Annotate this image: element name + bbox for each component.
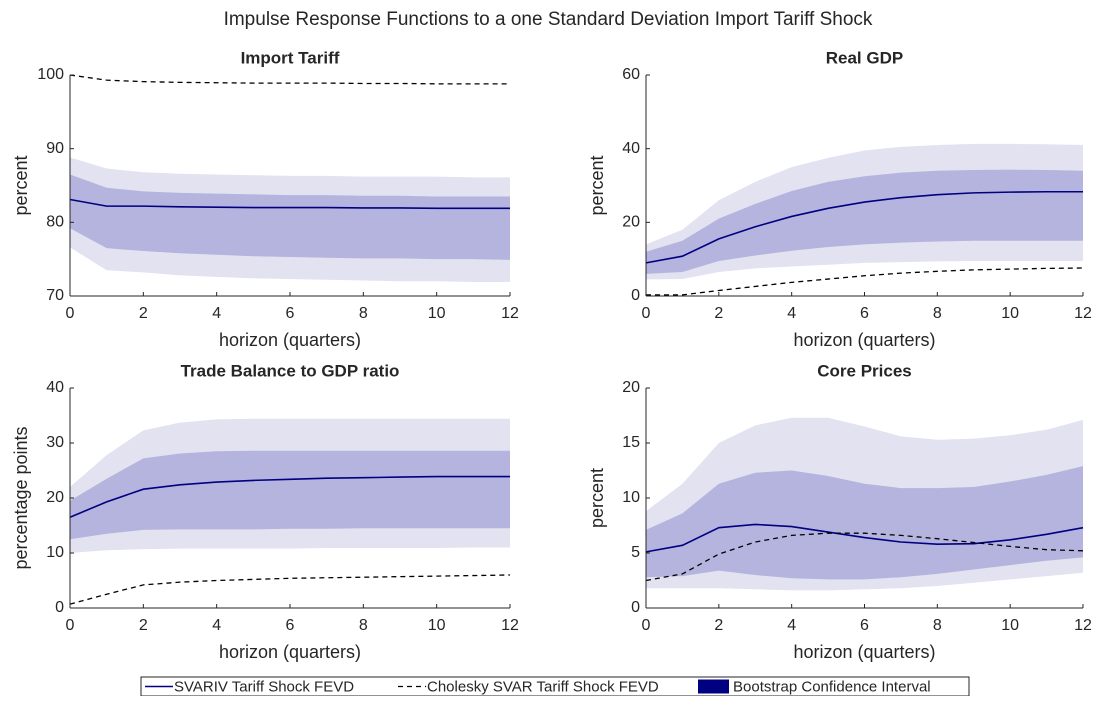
legend-label: Bootstrap Confidence Interval: [733, 678, 931, 695]
figure-title: Impulse Response Functions to a one Stan…: [224, 9, 873, 30]
x-tick-label: 0: [66, 617, 75, 634]
y-tick-label: 15: [622, 434, 640, 451]
y-tick-label: 80: [46, 214, 64, 231]
x-tick-label: 0: [642, 305, 651, 322]
x-tick-label: 12: [501, 617, 519, 634]
x-tick-label: 12: [1074, 617, 1092, 634]
x-tick-label: 2: [714, 305, 723, 322]
x-axis-label: horizon (quarters): [219, 330, 361, 350]
x-tick-label: 10: [1001, 305, 1019, 322]
y-tick-label: 10: [622, 489, 640, 506]
legend-patch: [698, 679, 729, 694]
cholesky-line: [69, 74, 510, 85]
x-tick-label: 6: [860, 617, 869, 634]
y-tick-label: 70: [46, 287, 64, 304]
x-tick-label: 6: [860, 305, 869, 322]
y-tick-label: 0: [631, 287, 640, 304]
y-tick-label: 20: [46, 489, 64, 506]
cholesky-line: [69, 574, 511, 605]
legend-label: SVARIV Tariff Shock FEVD: [174, 678, 354, 695]
svariv-line: [645, 190, 1083, 264]
y-tick-label: 40: [622, 140, 640, 157]
x-tick-label: 8: [359, 305, 368, 322]
cholesky-line: [646, 267, 1084, 296]
panel-title: Trade Balance to GDP ratio: [181, 361, 400, 380]
x-tick-label: 6: [286, 305, 295, 322]
confidence-band: [70, 174, 510, 260]
x-tick-label: 10: [428, 305, 446, 322]
y-tick-label: 10: [46, 544, 64, 561]
y-tick-label: 0: [631, 599, 640, 616]
y-tick-label: 5: [631, 544, 640, 561]
cholesky-line: [645, 532, 1084, 582]
x-tick-label: 2: [139, 617, 148, 634]
x-tick-label: 4: [787, 305, 796, 322]
confidence-band: [70, 450, 510, 540]
svariv-line: [645, 523, 1084, 553]
panel-title: Real GDP: [826, 48, 903, 67]
y-tick-label: 0: [55, 599, 64, 616]
x-axis-label: horizon (quarters): [793, 330, 935, 350]
x-tick-label: 4: [787, 617, 796, 634]
y-tick-label: 90: [46, 140, 64, 157]
y-tick-label: 40: [46, 379, 64, 396]
x-tick-label: 2: [139, 305, 148, 322]
y-tick-label: 60: [622, 66, 640, 83]
confidence-band: [646, 169, 1083, 274]
x-tick-label: 12: [501, 305, 519, 322]
y-axis-label: percentage points: [11, 426, 31, 569]
panel-title: Import Tariff: [241, 48, 340, 67]
panel-title: Core Prices: [817, 361, 912, 380]
x-tick-label: 8: [933, 617, 942, 634]
y-axis-label: percent: [11, 155, 31, 215]
x-tick-label: 10: [428, 617, 446, 634]
y-tick-label: 20: [622, 379, 640, 396]
x-axis-label: horizon (quarters): [219, 642, 361, 662]
x-tick-label: 2: [714, 617, 723, 634]
y-tick-label: 100: [37, 66, 64, 83]
x-tick-label: 8: [933, 305, 942, 322]
x-tick-label: 12: [1074, 305, 1092, 322]
x-tick-label: 4: [212, 305, 221, 322]
y-axis-label: percent: [587, 155, 607, 215]
svariv-line: [69, 475, 510, 518]
y-axis-label: percent: [587, 468, 607, 528]
x-tick-label: 6: [286, 617, 295, 634]
x-tick-label: 4: [212, 617, 221, 634]
x-axis-label: horizon (quarters): [793, 642, 935, 662]
y-tick-label: 30: [46, 434, 64, 451]
y-tick-label: 20: [622, 214, 640, 231]
confidence-band: [646, 466, 1083, 580]
x-tick-label: 0: [66, 305, 75, 322]
x-tick-label: 0: [642, 617, 651, 634]
svariv-line: [69, 198, 510, 210]
x-tick-label: 8: [359, 617, 368, 634]
legend-label: Cholesky SVAR Tariff Shock FEVD: [427, 678, 659, 695]
x-tick-label: 10: [1001, 617, 1019, 634]
